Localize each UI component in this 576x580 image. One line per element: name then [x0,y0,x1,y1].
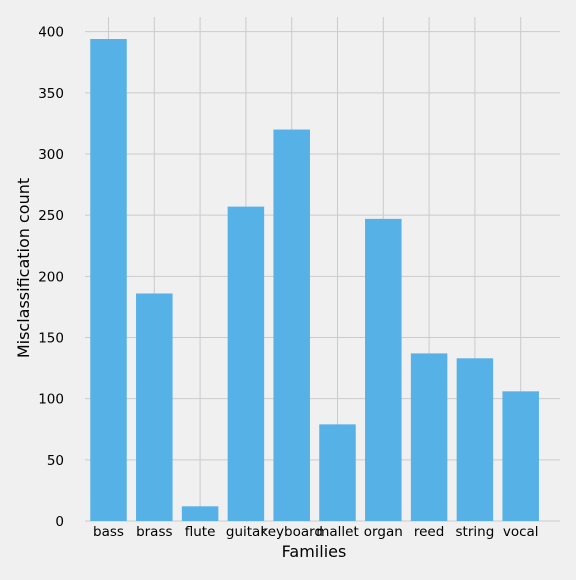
y-tick-label: 400 [38,25,64,41]
y-tick-labels: 0 50 100 150 200 250 300 350 400 [38,25,64,530]
y-tick-label: 150 [38,331,64,347]
x-tick-label-brass: brass [136,524,172,540]
bar-organ [365,218,402,521]
bar-reed [410,353,448,521]
y-tick-label: 0 [55,514,64,530]
bar-mallet [319,424,356,521]
x-tick-label-string: string [456,524,495,540]
x-tick-label-bass: bass [93,524,124,540]
bar-brass [136,293,173,521]
bar-flute [181,506,219,521]
y-tick-label: 200 [38,269,64,285]
y-tick-label: 100 [38,392,64,408]
y-tick-label: 250 [38,208,64,224]
y-tick-label: 50 [47,453,64,469]
x-tick-label-reed: reed [414,524,444,540]
bar-vocal [502,391,539,521]
bar-bass [90,39,127,522]
x-tick-label-organ: organ [364,524,403,540]
x-axis-label: Families [282,542,347,561]
x-tick-label-keyboard: keyboard [260,524,323,540]
bar-string [456,358,494,521]
x-tick-label-mallet: mallet [316,524,359,540]
bar-keyboard [273,129,310,521]
x-tick-label-vocal: vocal [503,524,539,540]
y-axis-label: Misclassification count [14,178,33,358]
x-tick-label-guitar: guitar [226,524,266,540]
y-tick-label: 300 [38,147,64,163]
bar-layer [90,39,539,522]
bar-guitar [227,206,265,522]
x-tick-label-flute: flute [185,524,216,540]
y-tick-label: 350 [38,86,64,102]
